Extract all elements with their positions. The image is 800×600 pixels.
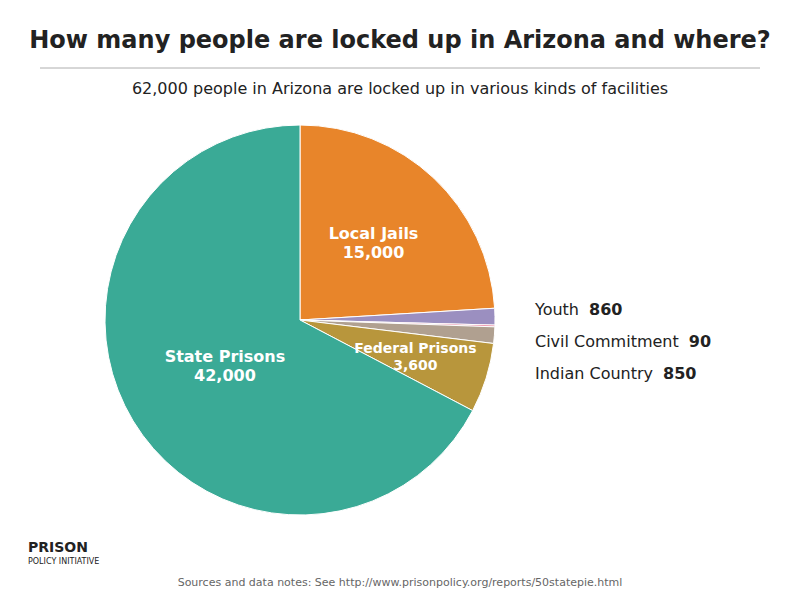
slice [300, 125, 495, 320]
slice-label: Federal Prisons3,600 [354, 340, 476, 373]
slice-label-value: 42,000 [194, 366, 256, 385]
slice-label: Local Jails15,000 [329, 224, 419, 262]
small-slice-label: Youth 860 [534, 300, 622, 319]
slice-labels: Local Jails15,000 Federal Prisons3,600 Sta… [165, 224, 477, 386]
slice-label-value: 3,600 [393, 357, 438, 373]
subtitle: 62,000 people in Arizona are locked up i… [132, 79, 668, 98]
pie [105, 125, 495, 515]
small-slice-label-value: 90 [689, 332, 711, 351]
small-slice-label-value: 850 [663, 364, 696, 383]
slice-label-name: State Prisons [165, 347, 286, 366]
small-slice-label-name: Youth [534, 300, 579, 319]
small-slice-label: Indian Country 850 [535, 364, 696, 383]
small-slice-label-name: Civil Commitment [535, 332, 679, 351]
small-slice-label-name: Indian Country [535, 364, 653, 383]
small-slice-label-value: 860 [589, 300, 622, 319]
divider [40, 68, 760, 69]
small-slice-label: Civil Commitment 90 [535, 332, 711, 351]
slice-label-value: 15,000 [343, 243, 405, 262]
chart: How many people are locked up in Arizona… [0, 0, 800, 600]
logo-text: PRISON [28, 539, 88, 555]
footer: Sources and data notes: See http://www.p… [178, 576, 623, 589]
slice [105, 125, 473, 515]
slice-label: State Prisons42,000 [165, 347, 286, 385]
slice-label-name: Local Jails [329, 224, 419, 243]
slice-label-name: Federal Prisons [354, 340, 476, 356]
title: How many people are locked up in Arizona… [29, 26, 771, 54]
logo-subtext: POLICY INITIATIVE [28, 557, 99, 566]
